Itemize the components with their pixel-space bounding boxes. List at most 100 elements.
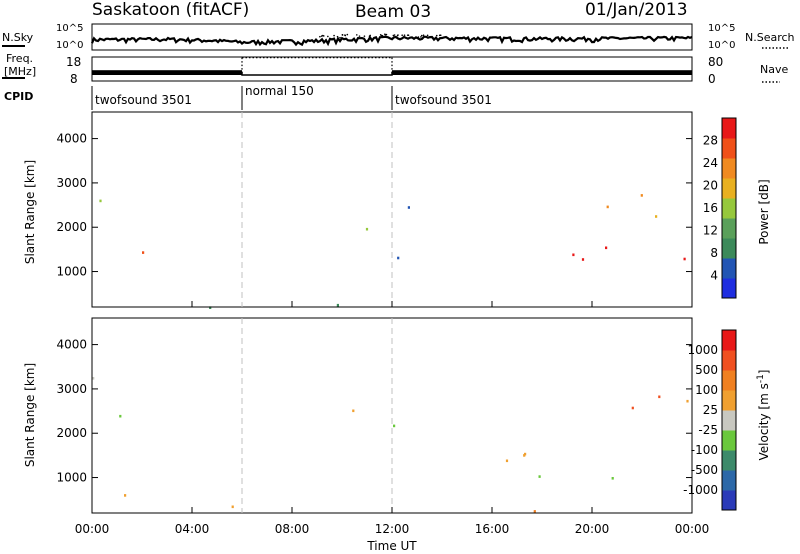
colorbar-tick-label: 16 (703, 201, 718, 215)
colorbar-tick-label: 100 (695, 383, 718, 397)
nsearch-point (384, 33, 387, 36)
heatmap-cell (605, 246, 608, 250)
heatmap-cell (655, 215, 658, 218)
y-tick-label: 1000 (56, 265, 87, 279)
nsearch-point (333, 34, 335, 37)
nave-right-tick-top: 80 (708, 55, 723, 69)
y-tick-label: 3000 (56, 382, 87, 396)
mode-change-lines (241, 112, 393, 513)
x-tick-label: 12:00 (375, 522, 410, 536)
heatmap-cell (393, 424, 396, 428)
heatmap-cell (142, 251, 145, 254)
y-tick-label: 1000 (56, 471, 87, 485)
power-panel: 4000 3000 2000 1000 Slant Range [km] 28 24 20… (23, 111, 771, 309)
freq-series-line (92, 71, 692, 76)
y-tick-label: 3000 (56, 176, 87, 190)
cpid-row: CPID twofsound 3501 normal 150 twofsound… (4, 84, 492, 110)
nsky-label: N.Sky (2, 31, 34, 44)
freq-left-tick-bottom: 8 (70, 72, 78, 86)
noise-panel: N.Sky 10^5 10^0 10^5 10^0 N.Search (2, 23, 795, 51)
colorbar-tick-label: 28 (703, 134, 718, 148)
noise-right-tick-bottom: 10^0 (708, 40, 735, 51)
colorbar-segment (722, 238, 736, 259)
velocity-colorbar-label-close: ] (757, 370, 771, 375)
time-axis: 00:00 04:00 08:00 12:00 16:00 20:00 00:00 (75, 301, 710, 536)
x-tick-label: 16:00 (475, 522, 510, 536)
colorbar-segment (722, 330, 736, 351)
y-tick-label: 2000 (56, 220, 87, 234)
colorbar-segment (722, 350, 736, 371)
colorbar-tick-label: -100 (691, 443, 718, 457)
velocity-panel: 4000 3000 2000 1000 Slant Range [km] 1000 50… (23, 317, 771, 514)
cpid-segment-0: twofsound 3501 (95, 93, 192, 107)
y-tick-label: 4000 (56, 132, 87, 146)
y-tick-label: 4000 (56, 338, 87, 352)
nsearch-point (420, 36, 422, 38)
heatmap-cell (523, 454, 526, 457)
velocity-colorbar-label-sup: -1 (756, 374, 766, 383)
heatmap-cell (533, 510, 536, 513)
nsky-series-line (90, 35, 693, 47)
nsearch-point (439, 34, 442, 37)
velocity-ylabel: Slant Range [km] (23, 363, 37, 467)
heatmap-cell (524, 452, 527, 456)
cpid-segment-1: normal 150 (245, 84, 314, 98)
time-axis-label: Time UT (366, 539, 417, 553)
power-colorbar-label: Power [dB] (757, 179, 771, 244)
heatmap-cell (686, 399, 689, 403)
colorbar-segment (722, 450, 736, 471)
colorbar-segment (722, 218, 736, 239)
power-colorbar: 28 24 20 16 12 8 4 (703, 117, 737, 299)
power-yticks: 4000 3000 2000 1000 (56, 132, 692, 279)
power-ylabel: Slant Range [km] (23, 160, 37, 264)
nsearch-point (407, 34, 410, 36)
colorbar-segment (722, 138, 736, 159)
colorbar-tick-label: 20 (703, 179, 718, 193)
nsearch-point (417, 36, 420, 38)
velocity-colorbar-label-main: Velocity [m s (757, 383, 771, 460)
nsearch-point (341, 33, 344, 36)
beam-title: Beam 03 (355, 2, 431, 22)
heatmap-cell (631, 406, 634, 410)
nsearch-point (420, 34, 423, 37)
colorbar-tick-label: 24 (703, 156, 718, 170)
x-tick-label: 00:00 (675, 522, 710, 536)
y-tick-label: 2000 (56, 426, 87, 440)
x-tick-label: 20:00 (575, 522, 610, 536)
colorbar-tick-label: 1000 (687, 343, 718, 357)
colorbar-tick-label: 8 (710, 246, 718, 260)
colorbar-segment (722, 278, 736, 299)
velocity-colorbar: 1000 500 100 25 -25 -100 -500 -1000 (683, 329, 737, 511)
nsearch-point (368, 35, 371, 37)
velocity-yticks: 4000 3000 2000 1000 (56, 338, 692, 485)
nsearch-point (358, 35, 361, 37)
colorbar-segment (722, 118, 736, 139)
colorbar-tick-label: -500 (691, 463, 718, 477)
colorbar-frame (721, 117, 737, 299)
velocity-data (92, 377, 689, 513)
nsearch-point (344, 34, 346, 36)
nsearch-point (336, 35, 339, 38)
nsearch-point (380, 34, 383, 37)
colorbar-tick-label: -1000 (683, 483, 718, 497)
heatmap-cell (538, 475, 541, 478)
nsearch-point (422, 34, 425, 37)
heatmap-cell (572, 253, 575, 257)
nsearch-point (363, 35, 366, 37)
heatmap-cell (92, 377, 95, 380)
heatmap-cell (365, 227, 369, 231)
power-data (99, 194, 686, 309)
freq-unit-label: [MHz] (4, 65, 36, 78)
heatmap-cell (209, 306, 212, 309)
velocity-colorbar-label: Velocity [m s-1] (756, 370, 771, 461)
nsearch-point (355, 34, 358, 36)
colorbar-segment (722, 178, 736, 199)
heatmap-cell (99, 199, 102, 203)
x-tick-label: 00:00 (75, 522, 110, 536)
colorbar-segment (722, 390, 736, 411)
heatmap-cell (658, 395, 661, 399)
colorbar-segment (722, 370, 736, 391)
colorbar-segment (722, 258, 736, 279)
colorbar-segment (722, 158, 736, 179)
heatmap-cell (231, 505, 234, 509)
